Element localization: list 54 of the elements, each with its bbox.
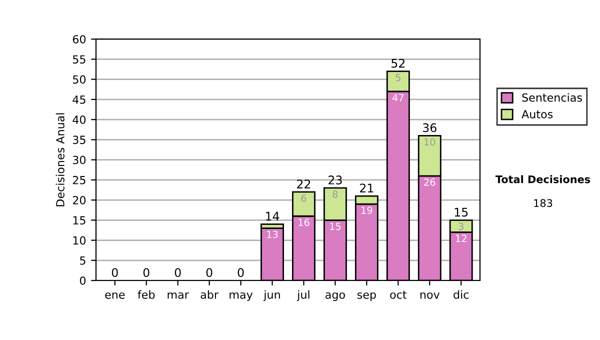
data-label: 6 [301,194,306,202]
data-label: 12 [456,234,466,242]
x-tick-label: oct [390,290,407,299]
x-tick-label: abr [200,290,219,299]
x-tick-label: jun [263,290,280,301]
x-tick-label: jul [296,290,310,301]
total-label: 21 [360,184,374,192]
x-tick-label: may [230,292,253,301]
data-label: 10 [424,138,436,146]
total-label: 14 [266,212,280,221]
y-tick-label: 15 [73,216,86,225]
x-tick-label: nov [420,292,440,299]
y-tick-label: 55 [72,55,86,64]
total-label: 52 [392,58,404,68]
data-label: 47 [392,94,404,102]
x-tick-label: sep [357,292,376,301]
text: Total Decisiones [495,175,590,184]
data-label: 26 [424,178,436,186]
total-label: 0 [206,268,212,278]
y-tick-label: 35 [72,136,86,144]
legend-label: Sentencias [522,93,582,102]
total-label: 36 [423,123,436,132]
data-label: 16 [298,218,310,226]
x-tick-label: feb [138,290,155,299]
x-tick-label: dic [454,290,469,299]
total-label: 23 [328,176,342,184]
y-tick-label: 45 [72,96,86,104]
y-tick-label: 0 [80,276,86,285]
total-label: 0 [174,268,181,278]
data-label: 15 [330,222,341,230]
data-label: 3 [458,222,464,230]
x-tick-label: mar [168,292,189,299]
total-label: 15 [454,208,468,217]
x-tick-label: ene [105,292,125,299]
x-tick-label: ago [326,292,345,301]
y-tick-label: 40 [72,116,86,124]
data-label: 19 [362,206,372,214]
y-tick-label: 5 [80,256,86,265]
data-label: 5 [396,74,400,82]
y-tick-label: 50 [72,75,86,84]
total-label: 22 [297,180,310,188]
y-tick-label: 20 [72,196,86,204]
text: 183 [534,199,552,208]
total-label: 0 [112,268,118,278]
total-label: 0 [143,268,150,278]
data-label: 8 [332,190,338,198]
legend-label: Autos [522,110,553,118]
y-axis-title: Decisiones Anual [56,113,64,206]
y-tick-label: 10 [73,236,86,245]
y-tick-label: 25 [72,176,86,184]
y-tick-label: 30 [72,156,86,164]
total-label: 0 [238,268,244,278]
data-label: 13 [267,230,278,238]
y-tick-label: 60 [72,35,86,44]
